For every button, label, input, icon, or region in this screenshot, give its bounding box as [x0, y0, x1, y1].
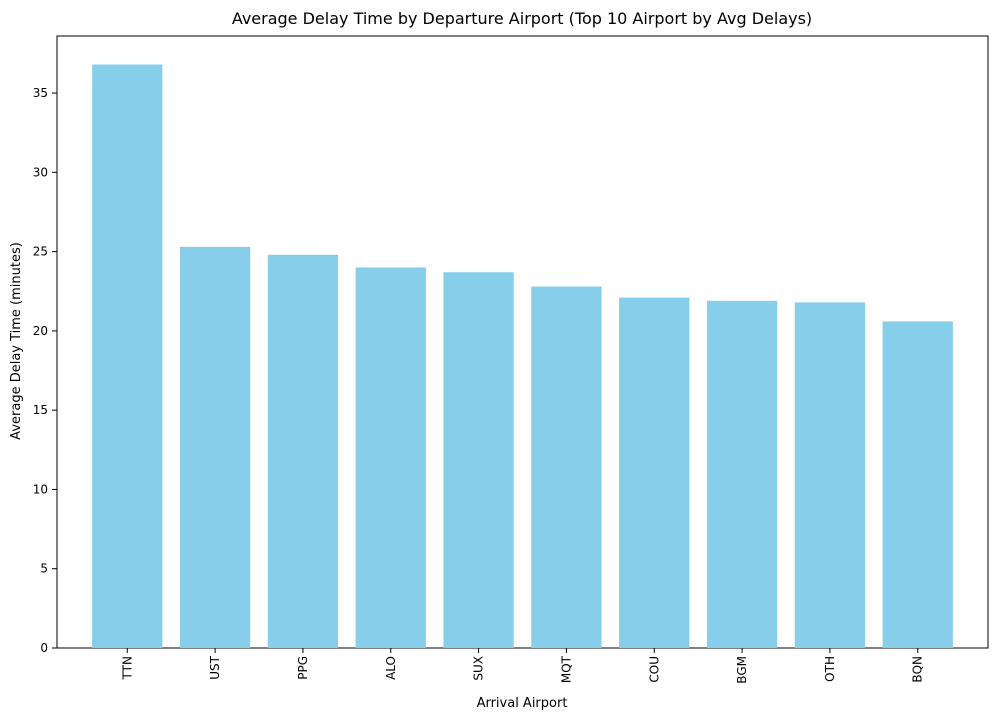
x-tick-label: BQN [911, 656, 925, 683]
y-tick-label: 35 [33, 86, 48, 100]
bar-mqt [531, 286, 602, 648]
plot-frame [56, 35, 989, 649]
bar-cou [619, 297, 690, 648]
x-tick-label: TTN [120, 656, 134, 680]
y-tick-label: 30 [33, 165, 48, 179]
bar-bqn [882, 321, 953, 648]
x-tick-label: SUX [472, 656, 486, 681]
x-tick-label: MQT [559, 655, 573, 683]
x-tick-label: BGM [735, 656, 749, 684]
plot-area [56, 35, 989, 649]
x-tick-label: ALO [384, 656, 398, 680]
x-tick-label: PPG [296, 656, 310, 680]
bar-alo [355, 267, 426, 648]
bar-ppg [267, 254, 339, 649]
y-tick-label: 20 [33, 324, 48, 338]
x-axis-label: Arrival Airport [477, 696, 568, 711]
x-axis: TTN UST PPG ALO SUX MQT COU BGM OTH BQN [120, 648, 925, 684]
y-tick-label: 0 [40, 641, 48, 655]
x-tick-label: COU [647, 656, 661, 683]
bar-oth [794, 302, 866, 648]
y-axis: 0 5 10 15 20 25 30 35 [33, 86, 57, 655]
chart-title: Average Delay Time by Departure Airport … [232, 9, 812, 28]
y-tick-label: 15 [33, 403, 48, 417]
bar-ust [179, 246, 251, 648]
bar-bgm [706, 300, 778, 648]
x-tick-label: UST [208, 655, 222, 679]
y-tick-label: 5 [40, 562, 48, 576]
bar-ttn [92, 64, 163, 649]
bars [92, 64, 953, 649]
y-tick-label: 25 [33, 245, 48, 259]
y-tick-label: 10 [33, 482, 48, 496]
bar-sux [443, 272, 514, 648]
y-axis-label: Average Delay Time (minutes) [9, 242, 24, 440]
x-tick-label: OTH [823, 656, 837, 682]
